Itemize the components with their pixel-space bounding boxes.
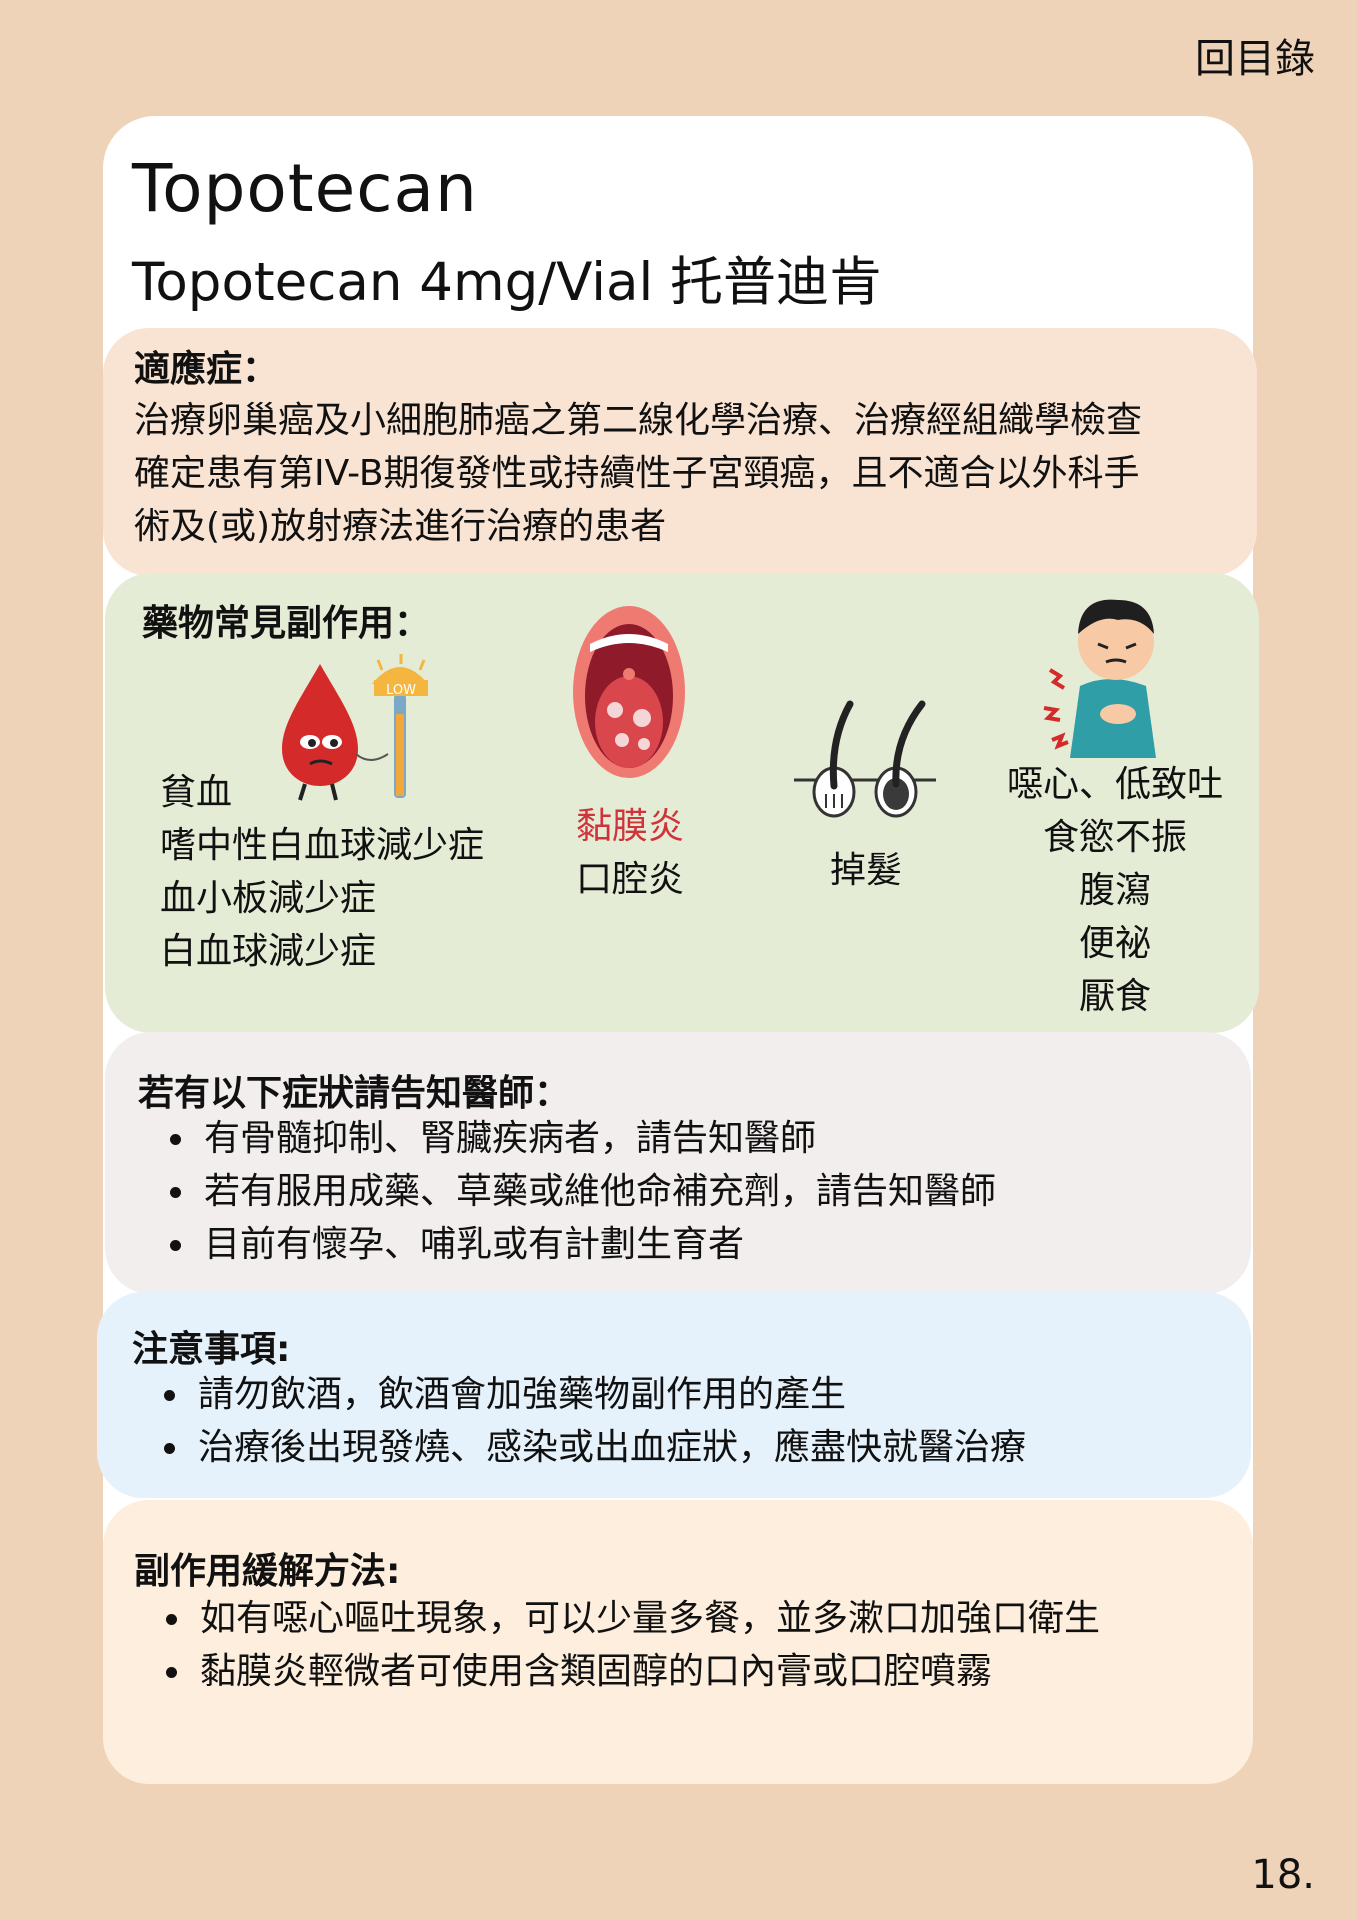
tell-doctor-section [105, 1032, 1251, 1294]
list-item: 有骨髓抑制、腎臟疾病者，請告知醫師 [164, 1112, 996, 1165]
indication-line: 術及(或)放射療法進行治療的患者 [134, 506, 667, 547]
drug-product: Topotecan 4mg/Vial 托普迪肯 [132, 252, 883, 313]
relief-section [103, 1500, 1253, 1784]
side-effect-item: 食慾不振 [1042, 817, 1187, 858]
page-number: 18. [1251, 1852, 1315, 1898]
drug-name: Topotecan [132, 150, 478, 227]
side-effect-item: 嗜中性白血球減少症 [160, 825, 485, 866]
list-item: 目前有懷孕、哺乳或有計劃生育者 [164, 1218, 996, 1271]
indication-text: 治療卵巢癌及小細胞肺癌之第二線化學治療、治療經組織學檢查 確定患有第IV-B期復… [134, 394, 1142, 553]
indication-line: 治療卵巢癌及小細胞肺癌之第二線化學治療、治療經組織學檢查 [134, 400, 1143, 441]
side-effect-item: 腹瀉 [1078, 870, 1151, 911]
tell-doctor-heading: 若有以下症狀請告知醫師： [138, 1073, 571, 1114]
list-item: 治療後出現發燒、感染或出血症狀，應盡快就醫治療 [158, 1421, 1026, 1474]
blood-effects-list: 貧血 嗜中性白血球減少症 血小板減少症 白血球減少症 [160, 766, 484, 978]
side-effect-item: 血小板減少症 [160, 878, 377, 919]
gi-effects-list: 噁心、低致吐 食慾不振 腹瀉 便祕 厭食 [985, 758, 1245, 1023]
mouth-sores-icon [573, 606, 685, 778]
precautions-section [97, 1292, 1251, 1498]
list-item: 如有噁心嘔吐現象，可以少量多餐，並多漱口加強口衛生 [160, 1592, 1100, 1645]
list-item: 黏膜炎輕微者可使用含類固醇的口內膏或口腔噴霧 [160, 1645, 1100, 1698]
indication-line: 確定患有第IV-B期復發性或持續性子宮頸癌，且不適合以外科手 [134, 453, 1140, 494]
nausea-person-icon [1043, 599, 1156, 758]
side-effect-item: 白血球減少症 [160, 931, 377, 972]
side-effect-item: 貧血 [160, 772, 233, 813]
hair-loss-icon [794, 700, 936, 818]
side-effect-item: 口腔炎 [575, 859, 684, 900]
precautions-heading: 注意事項: [132, 1329, 291, 1370]
side-effect-item: 噁心、低致吐 [1006, 764, 1223, 805]
hair-effects-list: 掉髮 [800, 844, 932, 897]
indication-section [103, 328, 1257, 576]
side-effect-item: 掉髮 [829, 850, 902, 891]
precautions-list: 請勿飲酒，飲酒會加強藥物副作用的產生 治療後出現發燒、感染或出血症狀，應盡快就醫… [158, 1368, 1026, 1474]
list-item: 若有服用成藥、草藥或維他命補充劑，請告知醫師 [164, 1165, 996, 1218]
blood-drop-low-icon: LOW [282, 654, 428, 801]
toc-link[interactable]: 回目錄 [1195, 36, 1315, 82]
side-effect-item-highlight: 黏膜炎 [575, 806, 684, 847]
relief-heading: 副作用緩解方法: [134, 1551, 401, 1592]
relief-list: 如有噁心嘔吐現象，可以少量多餐，並多漱口加強口衛生 黏膜炎輕微者可使用含類固醇的… [160, 1592, 1100, 1698]
side-effect-item: 便祕 [1078, 923, 1151, 964]
side-effects-section [105, 573, 1259, 1033]
low-badge: LOW [386, 683, 416, 698]
tell-doctor-list: 有骨髓抑制、腎臟疾病者，請告知醫師 若有服用成藥、草藥或維他命補充劑，請告知醫師… [164, 1112, 996, 1271]
list-item: 請勿飲酒，飲酒會加強藥物副作用的產生 [158, 1368, 1026, 1421]
indication-heading: 適應症： [134, 349, 279, 390]
side-effects-heading: 藥物常見副作用： [142, 603, 431, 644]
mouth-effects-list: 黏膜炎 口腔炎 [560, 800, 700, 906]
side-effect-item: 厭食 [1078, 976, 1151, 1017]
